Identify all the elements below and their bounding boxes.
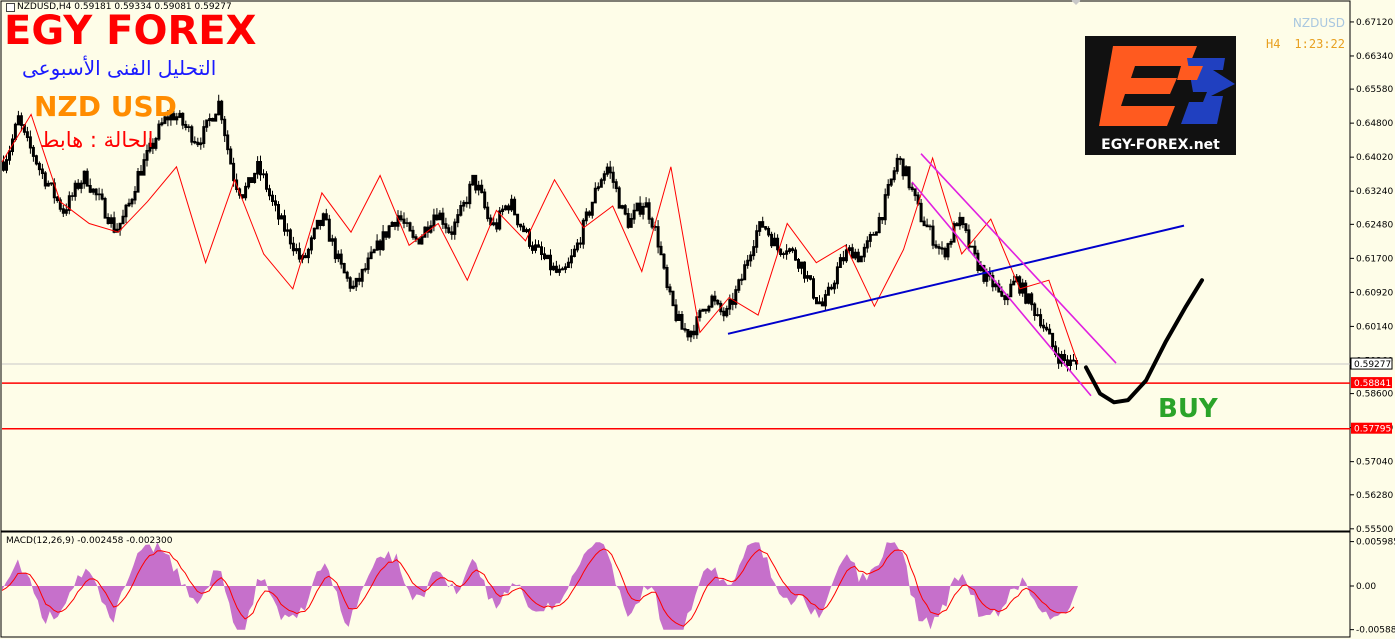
price-tag [1350, 357, 1393, 370]
watermark-timeframe: H4 1:23:22 [1252, 37, 1345, 51]
macd-signal-line [1, 548, 1075, 627]
chart-scroll-marker-icon[interactable] [1071, 0, 1081, 5]
channel-lower-line [911, 181, 1092, 397]
horizontal-levels [2, 363, 1350, 430]
y-tick-label: 0.55500 [1356, 525, 1393, 535]
macd-tick-label: 0.005985 [1356, 538, 1395, 548]
timeframe-label: H4 [1265, 37, 1281, 51]
macd-histogram [2, 542, 1078, 630]
macd-axis: 0.005985 0.00 -0.005883 [1350, 538, 1395, 636]
y-tick-label: 0.64020 [1356, 153, 1393, 163]
price-axis: 0.67120 0.66340 0.65580 0.64800 0.64020 0.632… [1350, 18, 1393, 535]
brand-logo: EGY-FOREX.net [1085, 36, 1236, 155]
symbol-info: NZDUSD,H4 0.59181 0.59334 0.59081 0.5927… [17, 2, 232, 12]
price-tag-label: 0.57795 [1354, 425, 1391, 435]
logo-text: EGY-FOREX.net [1101, 137, 1220, 153]
price-tag-label: 0.58841 [1354, 379, 1391, 389]
subtitle-arabic: التحليل الفنى الأسبوعى [22, 56, 217, 80]
logo-mark-icon [1099, 46, 1235, 126]
trend-state-label: الحالة : هابط [40, 128, 154, 152]
projection-curve [1084, 278, 1204, 405]
brand-title: EGY FOREX [4, 8, 257, 54]
y-tick-label: 0.63240 [1356, 187, 1393, 197]
y-tick-label: 0.64800 [1356, 119, 1393, 129]
buy-signal-label: BUY [1158, 394, 1218, 424]
y-tick-label: 0.66340 [1356, 52, 1393, 62]
price-panel [0, 0, 1351, 532]
channel-upper-line [920, 153, 1117, 364]
macd-panel [0, 531, 1351, 638]
zigzag-indicator [1, 113, 1079, 365]
y-tick-label: 0.65580 [1356, 85, 1393, 95]
symbol-window-icon[interactable] [6, 3, 15, 12]
macd-series [1, 542, 1078, 630]
zigzag-line [1, 113, 1079, 365]
y-tick-label: 0.58600 [1356, 390, 1393, 400]
drawing-objects [727, 153, 1204, 405]
y-tick-label: 0.67120 [1356, 18, 1393, 28]
y-tick-label: 0.60140 [1356, 322, 1393, 332]
watermark-symbol: NZDUSD [1292, 16, 1345, 30]
macd-tick-label: 0.00 [1356, 582, 1376, 592]
y-tick-label: 0.57040 [1356, 458, 1393, 468]
y-tick-label: 0.60920 [1356, 288, 1393, 298]
bar-timer: 1:23:22 [1294, 37, 1345, 51]
pair-label: NZD USD [34, 90, 177, 123]
y-tick-label: 0.62480 [1356, 220, 1393, 230]
uptrend-line [727, 224, 1185, 335]
macd-tick-label: -0.005883 [1356, 626, 1395, 636]
price-tag-label: 0.59277 [1354, 360, 1391, 370]
price-tag [1351, 422, 1392, 434]
macd-label: MACD(12,26,9) -0.002458 -0.002300 [6, 536, 173, 546]
price-tag [1351, 377, 1392, 389]
y-tick-label: 0.61700 [1356, 254, 1393, 264]
price-series [2, 94, 1078, 372]
y-tick-label: 0.56280 [1356, 491, 1393, 501]
candlestick-bars [2, 94, 1078, 372]
